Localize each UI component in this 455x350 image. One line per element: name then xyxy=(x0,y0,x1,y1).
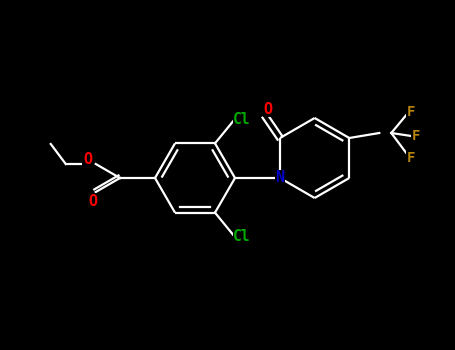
Text: Cl: Cl xyxy=(233,229,251,244)
Text: N: N xyxy=(275,170,284,186)
Text: O: O xyxy=(263,102,273,117)
Text: F: F xyxy=(412,129,420,143)
Text: O: O xyxy=(83,153,92,168)
Text: O: O xyxy=(88,194,97,209)
Text: Cl: Cl xyxy=(233,112,251,127)
Text: F: F xyxy=(407,151,415,165)
Text: F: F xyxy=(407,105,415,119)
